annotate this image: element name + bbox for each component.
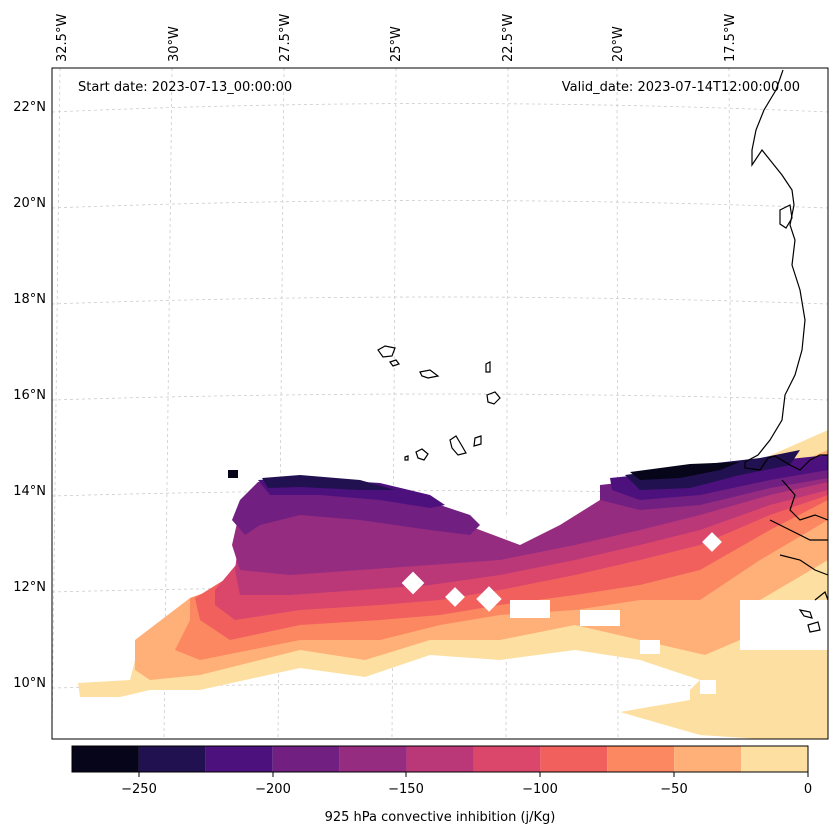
start-date-label: Start date: 2023-07-13_00:00:00: [78, 80, 292, 95]
valid-date-label: Valid_date: 2023-07-14T12:00:00.00: [562, 80, 800, 95]
colorbar-ticks: [138, 772, 809, 777]
cin-contour-band-9: [262, 450, 800, 490]
cin-contour-band-8: [258, 455, 828, 508]
colorbar-tick-label: −250: [121, 782, 157, 797]
cabo-verde-island: [485, 361, 491, 373]
colorbar-tick-label: −150: [388, 782, 424, 797]
colorbar-swatch: [72, 746, 139, 772]
west-africa-borders: [769, 479, 829, 633]
cabo-verde-island: [415, 448, 429, 461]
colorbar-swatch: [205, 746, 273, 772]
lat-tick-label: 20°N: [13, 196, 46, 211]
lon-tick-label: 17.5°W: [723, 14, 738, 62]
cabo-verde-island: [404, 455, 409, 461]
colorbar-tick-label: 0: [804, 782, 812, 797]
longitude-labels: 32.5°W 30°W 27.5°W 25°W 22.5°W 20°W 17.5…: [55, 14, 738, 62]
lat-tick-label: 14°N: [13, 484, 46, 499]
colorbar-tick-label: −50: [660, 782, 687, 797]
colorbar-swatch: [674, 746, 742, 772]
colorbar-title: 925 hPa convective inhibition (j/Kg): [325, 810, 556, 825]
lon-tick-label: 20°W: [611, 26, 626, 62]
colorbar-tick-label: −100: [522, 782, 558, 797]
colorbar-tick-label: −200: [255, 782, 291, 797]
lat-tick-label: 10°N: [13, 676, 46, 691]
colorbar-swatch: [138, 746, 206, 772]
lat-tick-label: 16°N: [13, 388, 46, 403]
colorbar-swatch: [741, 746, 808, 772]
africa-coastline: [744, 69, 828, 471]
lon-tick-label: 22.5°W: [501, 14, 516, 62]
map-panel: Start date: 2023-07-13_00:00:00 Valid_da…: [13, 14, 829, 740]
lat-tick-label: 12°N: [13, 580, 46, 595]
cabo-verde-island: [389, 359, 400, 367]
colorbar-swatch: [406, 746, 474, 772]
colorbar-swatch: [607, 746, 675, 772]
canary-islands: [779, 204, 793, 229]
cabo-verde-island: [419, 369, 440, 379]
lat-tick-label: 18°N: [13, 292, 46, 307]
colorbar: −250 −200 −150 −100 −50 0 925 hPa convec…: [71, 745, 812, 825]
cabo-verde-island: [473, 435, 482, 447]
colorbar-swatch: [540, 746, 608, 772]
colorbar-swatch: [473, 746, 541, 772]
map-frame: [51, 67, 829, 740]
cin-contour-band-10: [228, 462, 740, 480]
cabo-verde-island: [486, 391, 501, 405]
colorbar-frame: [71, 745, 809, 773]
lon-tick-label: 30°W: [167, 26, 182, 62]
latitude-labels: 22°N 20°N 18°N 16°N 14°N 12°N 10°N: [13, 100, 46, 691]
lon-tick-label: 27.5°W: [278, 14, 293, 62]
cabo-verde-island: [449, 435, 467, 456]
colorbar-swatch: [339, 746, 407, 772]
cabo-verde-island: [377, 345, 396, 358]
lon-tick-label: 25°W: [389, 26, 404, 62]
coastlines: [377, 69, 829, 633]
lon-tick-label: 32.5°W: [55, 14, 70, 62]
lat-tick-label: 22°N: [13, 100, 46, 115]
cin-contour-field: [78, 430, 828, 739]
colorbar-swatch: [272, 746, 340, 772]
colorbar-swatches: [72, 746, 808, 772]
